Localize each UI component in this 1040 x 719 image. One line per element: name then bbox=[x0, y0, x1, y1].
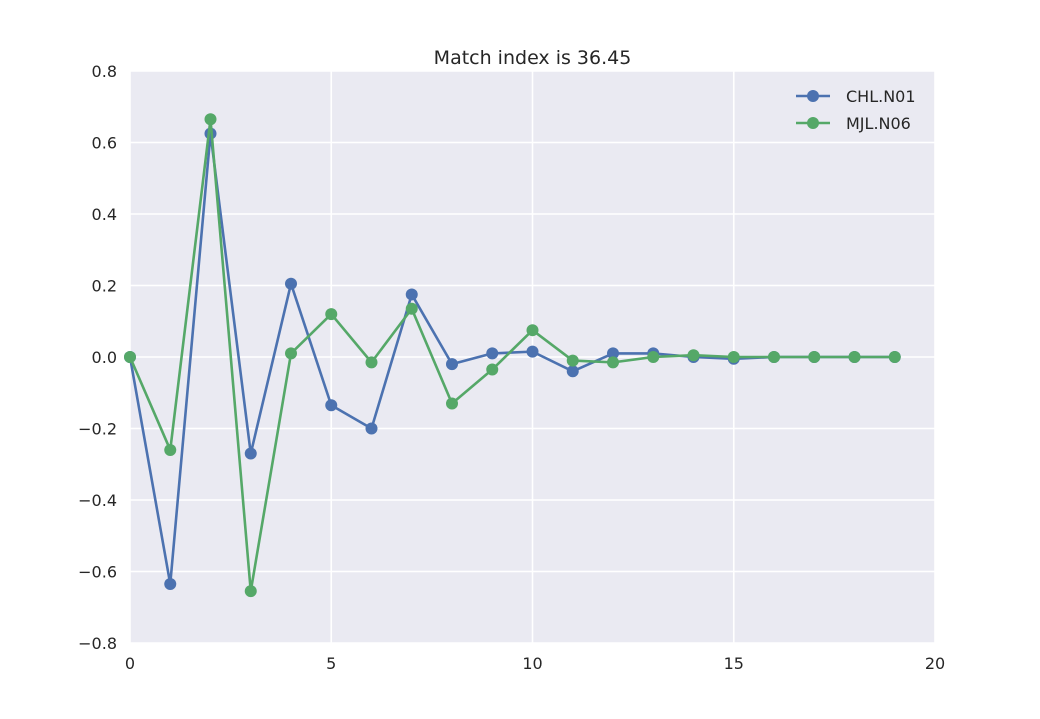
data-point bbox=[405, 302, 418, 315]
x-tick-label: 5 bbox=[326, 654, 336, 673]
data-point bbox=[164, 443, 177, 456]
legend-item: CHL.N01 bbox=[796, 87, 916, 106]
data-point bbox=[888, 351, 901, 363]
data-point bbox=[285, 277, 297, 290]
y-tick-label: 0.6 bbox=[92, 134, 117, 153]
data-point bbox=[446, 397, 458, 410]
data-point bbox=[164, 578, 177, 591]
data-point bbox=[124, 351, 136, 363]
data-point bbox=[446, 358, 458, 371]
series-layer bbox=[124, 113, 901, 598]
data-point bbox=[566, 365, 579, 378]
x-tick-label: 20 bbox=[925, 654, 945, 673]
data-point bbox=[405, 288, 418, 301]
legend: CHL.N01 MJL.N06 bbox=[796, 87, 916, 133]
x-tick-labels: 0 5 10 15 20 bbox=[125, 654, 945, 673]
data-point bbox=[526, 324, 539, 337]
y-tick-labels: 0.8 0.6 0.4 0.2 0.0 −0.2 −0.4 −0.6 −0.8 bbox=[78, 62, 117, 653]
chart-title: Match index is 36.45 bbox=[434, 47, 632, 69]
data-point bbox=[365, 422, 378, 435]
y-tick-label: 0.4 bbox=[92, 205, 117, 224]
data-point bbox=[566, 354, 579, 367]
data-point bbox=[325, 308, 338, 321]
legend-label: CHL.N01 bbox=[846, 87, 916, 106]
data-point bbox=[285, 347, 297, 360]
data-point bbox=[808, 351, 821, 363]
data-point bbox=[727, 351, 740, 363]
data-point bbox=[365, 356, 378, 369]
x-tick-label: 15 bbox=[724, 654, 744, 673]
data-point bbox=[244, 447, 257, 460]
legend-label: MJL.N06 bbox=[846, 114, 911, 133]
y-tick-label: −0.8 bbox=[78, 634, 117, 653]
data-point bbox=[848, 351, 861, 363]
y-tick-label: 0.2 bbox=[92, 277, 117, 296]
legend-item: MJL.N06 bbox=[796, 114, 911, 133]
data-point bbox=[204, 113, 217, 126]
y-tick-label: −0.6 bbox=[78, 563, 117, 582]
data-point bbox=[526, 345, 539, 358]
x-tick-label: 0 bbox=[125, 654, 135, 673]
data-point bbox=[244, 585, 257, 598]
legend-marker bbox=[807, 117, 819, 129]
data-point bbox=[607, 356, 619, 369]
data-point bbox=[768, 351, 780, 363]
y-tick-label: 0.0 bbox=[92, 348, 117, 367]
y-tick-label: −0.4 bbox=[78, 491, 117, 510]
y-tick-label: 0.8 bbox=[92, 62, 117, 81]
y-tick-label: −0.2 bbox=[78, 420, 117, 439]
data-point bbox=[607, 347, 619, 360]
data-point bbox=[325, 399, 338, 412]
series-mjl-n06 bbox=[124, 113, 901, 598]
legend-marker bbox=[807, 90, 819, 102]
series-line bbox=[128, 117, 895, 593]
data-point bbox=[647, 351, 660, 363]
x-tick-label: 10 bbox=[522, 654, 542, 673]
data-point bbox=[687, 349, 700, 362]
data-point bbox=[486, 347, 499, 360]
data-point bbox=[486, 363, 499, 376]
